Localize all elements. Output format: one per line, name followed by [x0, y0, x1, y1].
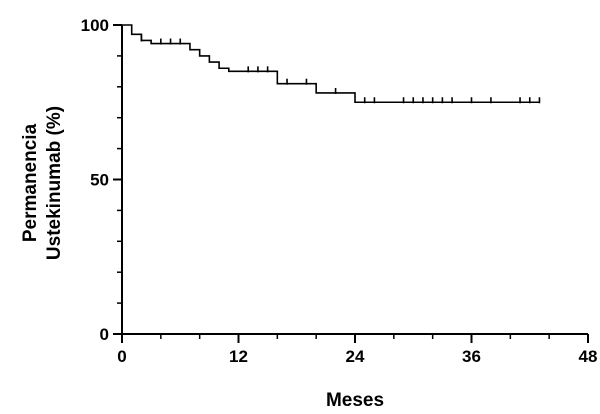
- chart-axes: 0 50 100 0 12 24 36 48: [81, 16, 598, 366]
- x-tick-label: 48: [579, 347, 598, 366]
- chart-marks: [122, 24, 541, 104]
- x-tick-label: 24: [346, 347, 365, 366]
- survival-curve-line: [122, 24, 540, 104]
- x-tick-label: 36: [462, 347, 481, 366]
- x-tick-label: 12: [229, 347, 248, 366]
- y-axis-label-line2: Ustekinumab (%): [44, 106, 65, 260]
- y-axis-label-line1: Permanencia: [20, 123, 41, 242]
- y-tick-label: 50: [90, 171, 109, 190]
- x-axis-label: Meses: [326, 390, 384, 411]
- y-tick-label: 0: [100, 325, 109, 344]
- y-tick-label: 100: [81, 16, 109, 35]
- x-tick-label: 0: [117, 347, 126, 366]
